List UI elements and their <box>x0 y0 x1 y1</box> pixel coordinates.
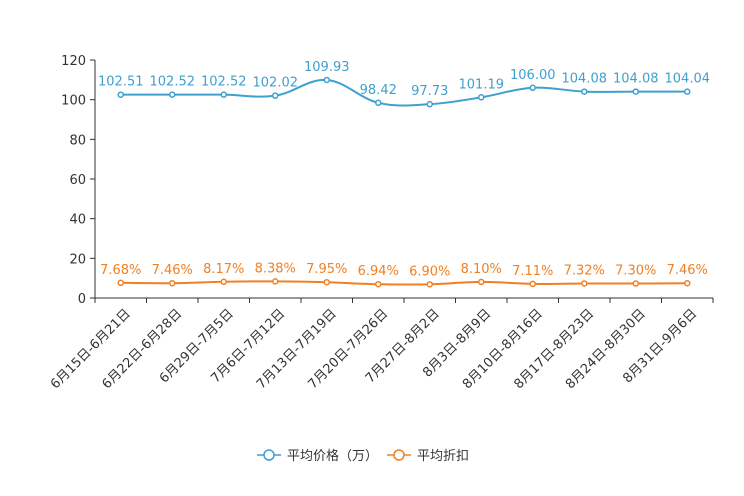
y-tick-label: 80 <box>69 133 86 148</box>
legend-label: 平均价格（万） <box>287 448 378 464</box>
y-tick-label: 100 <box>61 94 86 109</box>
legend-item-1[interactable]: 平均折扣 <box>387 449 469 464</box>
data-label: 102.02 <box>253 76 299 91</box>
data-point <box>117 279 124 287</box>
data-point <box>169 91 176 98</box>
legend: 平均价格（万） 平均折扣 <box>257 448 469 464</box>
data-point <box>529 280 536 288</box>
data-point <box>581 280 588 287</box>
data-label: 6.94% <box>358 264 399 279</box>
data-label: 101.19 <box>459 77 505 92</box>
data-label: 97.73 <box>411 84 448 99</box>
data-point <box>323 278 330 286</box>
data-point <box>323 76 330 84</box>
data-point <box>478 94 485 101</box>
legend-item-0[interactable]: 平均价格（万） <box>257 448 378 464</box>
data-label: 7.30% <box>615 264 656 279</box>
data-label: 6.90% <box>409 264 450 279</box>
data-label: 102.52 <box>201 75 247 90</box>
data-label: 7.95% <box>306 262 347 277</box>
data-label: 104.08 <box>562 72 608 87</box>
data-label: 7.11% <box>512 264 553 279</box>
data-point <box>117 91 124 98</box>
data-point <box>220 91 227 98</box>
data-point <box>272 278 279 285</box>
data-label: 7.32% <box>564 263 605 278</box>
data-label: 106.00 <box>510 68 556 83</box>
series-line-0 <box>120 78 688 107</box>
data-point <box>632 88 639 95</box>
data-point <box>581 88 588 95</box>
data-label: 104.04 <box>665 72 711 87</box>
legend-marker-icon <box>393 449 405 461</box>
data-point <box>684 279 691 287</box>
data-label: 7.68% <box>100 263 141 278</box>
data-label: 8.38% <box>255 261 296 276</box>
data-labels-layer: 102.51 102.52 102.52 102.02 109.93 98.42 97.73… <box>98 60 710 279</box>
legend-label: 平均折扣 <box>417 449 469 464</box>
data-label: 8.10% <box>461 262 502 277</box>
data-point <box>529 84 536 92</box>
data-point <box>272 92 279 99</box>
data-label: 102.51 <box>98 75 144 90</box>
data-label: 109.93 <box>304 60 350 75</box>
data-point <box>684 88 691 95</box>
y-tick-label: 120 <box>61 54 86 69</box>
data-label: 98.42 <box>360 83 397 98</box>
data-point <box>426 100 433 108</box>
y-tick-label: 20 <box>69 252 86 267</box>
legend-marker-icon <box>263 449 275 461</box>
series-layer <box>117 76 691 288</box>
data-point <box>632 280 639 287</box>
data-point <box>169 279 176 287</box>
data-point <box>375 99 382 107</box>
data-label: 8.17% <box>203 262 244 277</box>
y-tick-label: 40 <box>69 213 86 228</box>
data-label: 7.46% <box>152 263 193 278</box>
data-point <box>478 278 485 286</box>
data-label: 102.52 <box>150 75 196 90</box>
series-line-1 <box>120 280 688 286</box>
data-point <box>375 280 382 288</box>
y-tick-label: 60 <box>69 173 86 188</box>
data-label: 104.08 <box>613 72 659 87</box>
data-point <box>426 281 433 288</box>
data-label: 7.46% <box>667 263 708 278</box>
data-point <box>220 278 227 286</box>
y-tick-label: 0 <box>78 292 86 307</box>
